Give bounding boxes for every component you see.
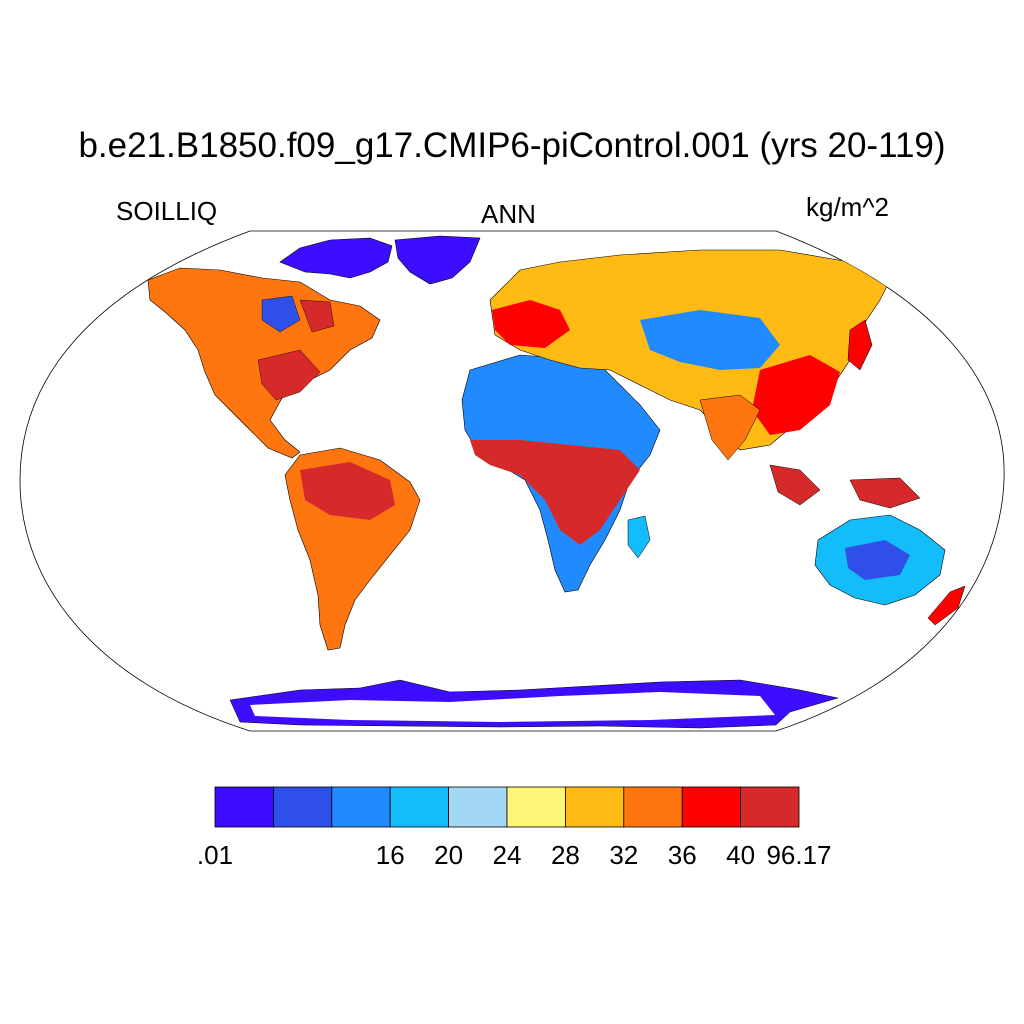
colorbar-tick-label: 40 [726, 840, 755, 870]
colorbar-swatch [681, 786, 742, 828]
units-label: kg/m^2 [806, 192, 890, 222]
colorbar-swatch [214, 786, 274, 828]
indonesia [769, 464, 821, 506]
colorbar-swatch [623, 786, 683, 828]
colorbar-tick-label: 16 [376, 840, 405, 870]
colorbar-swatch [506, 786, 566, 828]
greenland-region [279, 237, 393, 279]
antarctica-interior [250, 692, 775, 722]
europe-west [492, 300, 570, 348]
colorbar-swatch [272, 786, 333, 828]
east-asia-wet [752, 355, 840, 435]
madagascar [627, 515, 651, 559]
colorbar-tick-label: 36 [668, 840, 697, 870]
japan [847, 319, 873, 371]
colorbar-swatch [448, 786, 508, 828]
greenland-region [394, 235, 481, 285]
north-america-east [257, 349, 321, 401]
colorbar-tick-label: 24 [493, 840, 522, 870]
sahel-region [470, 440, 640, 545]
new-zealand [927, 585, 966, 626]
central-asia-dry [640, 310, 780, 370]
colorbar-tick-label: 32 [609, 840, 638, 870]
colorbar-swatch [565, 786, 625, 828]
colorbar-swatch [331, 786, 391, 828]
variable-label: SOILLIQ [116, 196, 218, 226]
colorbar-swatch [740, 786, 800, 828]
season-label: ANN [481, 199, 536, 229]
colorbar-tick-label: 96.17 [766, 840, 831, 870]
colorbar-tick-label: .01 [197, 840, 233, 870]
australia-dry-core [845, 540, 910, 580]
hudson-area [261, 295, 301, 333]
amazon-region [300, 462, 395, 520]
colorbar-swatch [389, 786, 450, 828]
colorbar-tick-label: 20 [434, 840, 463, 870]
labrador-area [299, 299, 335, 333]
plot-title: b.e21.B1850.f09_g17.CMIP6-piControl.001 … [78, 126, 946, 165]
colorbar-tick-label: 28 [551, 840, 580, 870]
indonesia [849, 477, 921, 509]
india [699, 394, 761, 461]
